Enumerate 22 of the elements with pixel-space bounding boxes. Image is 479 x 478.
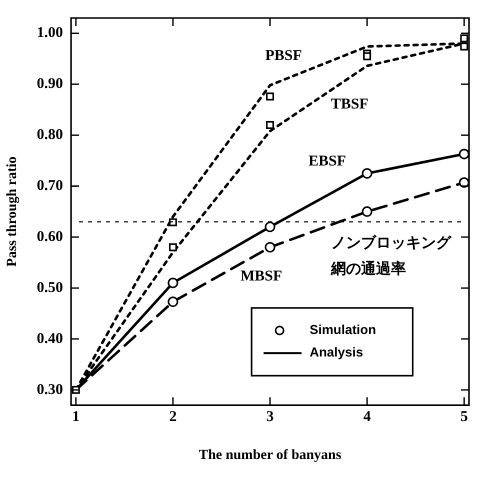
- x-tick-label: 4: [363, 409, 372, 426]
- x-tick-label: 3: [266, 409, 274, 426]
- ref-line-label: ノンブロッキング網の通過率: [330, 234, 452, 278]
- x-tick-label: 2: [169, 409, 177, 426]
- y-tick-label: 0.30: [36, 382, 64, 398]
- y-tick-label: 0.80: [36, 127, 64, 144]
- annotation: TBSF: [330, 96, 368, 112]
- legend-label: Simulation: [310, 322, 376, 338]
- annotation: PBSF: [265, 48, 302, 64]
- y-tick-label: 0.60: [36, 228, 64, 245]
- y-tick-label: 0.70: [36, 178, 64, 194]
- y-tick-label: 0.40: [36, 330, 64, 347]
- x-axis-title: The number of banyans: [198, 448, 342, 464]
- y-tick-label: 1.00: [36, 25, 64, 42]
- y-axis-title: Pass through ratio: [5, 156, 20, 267]
- x-tick-label: 1: [72, 409, 80, 426]
- legend-label: Analysis: [310, 344, 364, 360]
- annotation: EBSF: [308, 154, 346, 170]
- y-tick-label: 0.50: [36, 280, 64, 296]
- annotation: MBSF: [240, 268, 282, 285]
- y-tick-label: 0.90: [36, 76, 64, 92]
- x-tick-label: 5: [460, 409, 468, 426]
